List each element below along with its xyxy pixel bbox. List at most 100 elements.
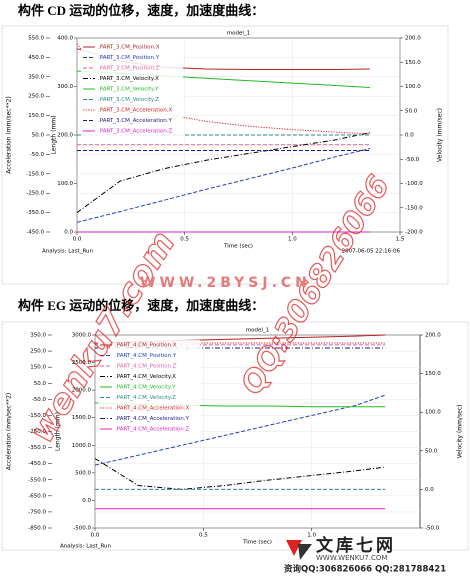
y2-tick-label: -50.0 xyxy=(405,157,420,163)
analysis-label: Analysis: Last_Run xyxy=(42,249,94,255)
x-tick-label: 0.0 xyxy=(73,237,82,243)
legend-label: .PART_3.CM_Acceleration.Z xyxy=(98,129,173,135)
y2-axis-label: Velocity (mm/sec) xyxy=(457,405,464,459)
y3-tick-label: -500.0 xyxy=(73,526,91,532)
x-tick-label: 0.0 xyxy=(91,533,100,539)
y-tick-label: 50.0 xyxy=(34,381,47,387)
logo: 文库七网 xyxy=(316,535,396,556)
legend-label: .PART_3.CM_Position.X xyxy=(98,45,160,51)
legend-label: .PART_4.CM_Acceleration.X xyxy=(115,406,190,412)
heading: 构件 CD 运动的位移，速度，加速度曲线： xyxy=(18,3,264,18)
analysis-label: Analysis: Last_Run xyxy=(60,544,112,550)
y-tick-label: -350.0 xyxy=(26,210,44,216)
y-tick-label: -450.0 xyxy=(26,230,44,236)
logo-icon xyxy=(298,544,312,560)
y-tick-label: -150.0 xyxy=(26,171,44,177)
legend-label: .PART_3.CM_Velocity.Y xyxy=(98,87,159,93)
legend-label: .PART_4.CM_Velocity.X xyxy=(115,374,176,380)
legend-label: .PART_4.CM_Velocity.Z xyxy=(115,395,176,401)
y2-tick-label: 200.0 xyxy=(425,333,441,339)
y-tick-label: 350.0 xyxy=(28,74,44,80)
y3-tick-label: 1000.0 xyxy=(72,443,92,449)
y3-tick-label: 100.0 xyxy=(57,181,73,187)
y2-axis-label: Velocity (mm/sec) xyxy=(437,108,444,162)
y3-tick-label: 2000.0 xyxy=(72,388,92,394)
x-axis-label: Time (sec) xyxy=(223,244,253,250)
y-tick-label: 50.0 xyxy=(32,133,45,139)
chart: model_1 350.0 250.0 150.0 50.0 -50.0 -150.0 -25… xyxy=(1,321,469,551)
y3-axis-label: Length (mm) xyxy=(55,412,62,451)
x-tick-label: 1.0 xyxy=(307,533,316,539)
legend-label: .PART_3.CM_Acceleration.X xyxy=(98,108,173,114)
y-tick-label: -850.0 xyxy=(28,526,46,532)
y2-tick-label: 0.0 xyxy=(425,487,434,493)
y2-tick-label: 100.0 xyxy=(425,410,441,416)
y2-tick-label: -50.0 xyxy=(425,526,440,532)
series-line xyxy=(94,458,386,490)
y2-tick-label: -100.0 xyxy=(405,181,423,187)
footer: 文库七网 WWW.WENKU7.COM 资询QQ:306826066 QQ:28… xyxy=(284,535,446,575)
legend-label: .PART_4.CM_Velocity.Y xyxy=(115,385,176,391)
chart-frame xyxy=(1,25,449,285)
y2-tick-label: -200.0 xyxy=(405,230,423,236)
y3-tick-label: 500.0 xyxy=(75,470,91,476)
y2-tick-label: -150.0 xyxy=(405,205,423,211)
y-tick-label: 150.0 xyxy=(28,113,44,119)
y3-tick-label: 0.0 xyxy=(82,498,91,504)
y-tick-label: -750.0 xyxy=(28,509,46,515)
y2-tick-label: 50.0 xyxy=(405,108,418,114)
legend-box xyxy=(81,42,183,139)
y2-tick-label: 100.0 xyxy=(405,84,421,90)
y-tick-label: 150.0 xyxy=(30,365,46,371)
y2-tick-label: 200.0 xyxy=(405,36,421,42)
legend-label: .PART_4.CM_Position.Z xyxy=(115,364,177,370)
legend-label: .PART_3.CM_Acceleration.Y xyxy=(98,118,173,124)
legend-box xyxy=(98,340,200,437)
footer-url: WWW.WENKU7.COM xyxy=(316,554,387,562)
y-tick-label: -250.0 xyxy=(26,191,44,197)
heading: 构件 EG 运动的位移，速度，加速度曲线： xyxy=(18,298,264,313)
y2-tick-label: 0.0 xyxy=(405,133,414,139)
y-tick-label: -450.0 xyxy=(28,461,46,467)
x-tick-label: 0.5 xyxy=(199,533,208,539)
legend-label: .PART_4.CM_Position.Y xyxy=(115,353,177,359)
y3-tick-label: 2500.0 xyxy=(72,360,92,366)
legend-label: .PART_3.CM_Velocity.Z xyxy=(98,97,159,103)
legend-label: .PART_4.CM_Acceleration.Z xyxy=(115,427,190,433)
y-tick-label: -50.0 xyxy=(30,152,45,158)
y-tick-label: -550.0 xyxy=(28,477,46,483)
chart: model_1 550.0 450.0 350.0 250.0 150.0 50.0 -50.… xyxy=(1,25,449,285)
y3-axis-label: Length (mm) xyxy=(51,116,58,155)
legend-label: .PART_3.CM_Velocity.X xyxy=(98,76,159,82)
x-tick-label: 1.5 xyxy=(396,237,405,243)
legend-label: .PART_3.CM_Position.Y xyxy=(98,55,160,61)
series-line xyxy=(76,43,370,135)
y-tick-label: 450.0 xyxy=(28,55,44,61)
chart-title: model_1 xyxy=(246,328,269,334)
y3-tick-label: 3000.0 xyxy=(72,333,92,339)
y-axis-label: Acceleration (mm/sec**2) xyxy=(6,96,13,174)
series-line xyxy=(76,132,371,214)
chart-title: model_1 xyxy=(227,31,250,37)
y2-tick-label: 150.0 xyxy=(405,60,421,66)
y-tick-label: 350.0 xyxy=(30,333,46,339)
legend-label: .PART_4.CM_Position.X xyxy=(115,343,177,349)
charts: model_1 550.0 450.0 350.0 250.0 150.0 50.0 -50.… xyxy=(1,25,469,551)
x-axis-label: Time (sec) xyxy=(242,540,272,546)
legend-label: .PART_4.CM_Acceleration.Y xyxy=(115,416,190,422)
y3-tick-label: 0.0 xyxy=(64,230,73,236)
x-tick-label: 0.5 xyxy=(180,237,189,243)
footer-contact: 资询QQ:306826066 QQ:281788421 xyxy=(284,564,446,575)
y2-tick-label: 150.0 xyxy=(425,371,441,377)
y3-tick-label: 1500.0 xyxy=(72,415,92,421)
timestamp: 2007-06-05 22:16:06 xyxy=(342,249,401,255)
legend-label: .PART_3.CM_Position.Z xyxy=(98,66,160,72)
y-tick-label: 550.0 xyxy=(28,36,44,42)
y-tick-label: -250.0 xyxy=(28,429,46,435)
y-tick-label: 250.0 xyxy=(30,349,46,355)
y-axis-label: Acceleration (mm/sec**2) xyxy=(6,393,13,471)
y-tick-label: -650.0 xyxy=(28,493,46,499)
y-tick-label: -350.0 xyxy=(28,445,46,451)
y-tick-label: -150.0 xyxy=(28,413,46,419)
